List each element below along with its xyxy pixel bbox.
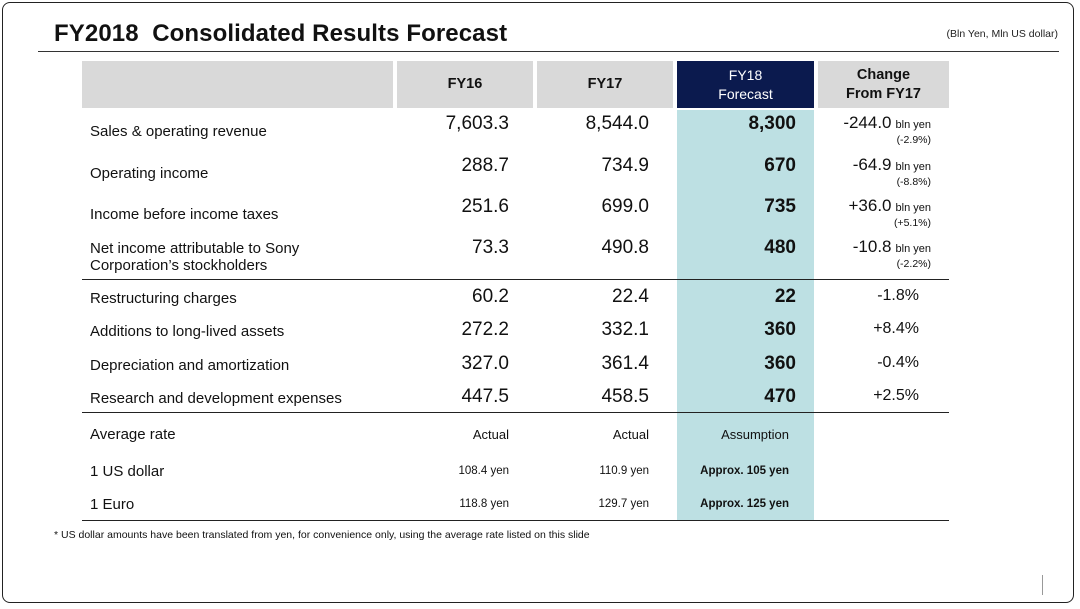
table-row: Income before income taxes 251.6 699.0 7…	[82, 196, 949, 236]
row-label: Research and development expenses	[90, 390, 342, 407]
title-divider	[38, 51, 1059, 52]
fy18-rate: Approx. 105 yen	[700, 465, 789, 477]
change-value: +36.0	[848, 196, 892, 215]
table-row: Net income attributable to Sony Corporat…	[82, 237, 949, 277]
fy17-value: 22.4	[612, 286, 649, 307]
fy17-value: 8,544.0	[585, 113, 649, 134]
change-unit: bln yen	[895, 119, 931, 131]
fy17-value: 699.0	[601, 196, 649, 217]
fy18-rate: Approx. 125 yen	[700, 498, 789, 510]
fy16-value: 60.2	[472, 286, 509, 307]
fy16-rate: 118.8 yen	[459, 498, 509, 510]
fy16-rate: 108.4 yen	[458, 465, 509, 477]
fy16-value: 447.5	[461, 386, 509, 407]
header-blank-cell	[82, 61, 393, 108]
row-label: Average rate	[90, 426, 176, 443]
fy17-basis: Actual	[612, 427, 649, 442]
fy17-rate: 110.9 yen	[599, 465, 649, 477]
fy17-value: 458.5	[601, 386, 649, 407]
corner-mark	[1042, 575, 1043, 595]
fy17-value: 490.8	[601, 237, 649, 258]
table-row: Sales & operating revenue 7,603.3 8,544.…	[82, 113, 949, 153]
fy17-value: 734.9	[601, 155, 649, 176]
fy18-value: 670	[764, 155, 796, 176]
page-title: FY2018 Consolidated Results Forecast	[54, 20, 508, 47]
fy18-value: 735	[764, 196, 796, 217]
fy16-basis: Actual	[472, 427, 509, 442]
row-label: Sales & operating revenue	[90, 123, 267, 140]
fy18-value: 8,300	[748, 113, 796, 134]
forecast-column-highlight	[677, 110, 814, 520]
footnote: * US dollar amounts have been translated…	[54, 529, 590, 541]
change-unit: bln yen	[895, 243, 931, 255]
header-fy16: FY16	[397, 61, 533, 108]
change-value: -244.0	[843, 113, 892, 132]
fy16-value: 7,603.3	[445, 113, 509, 134]
change-cell: -64.9 bln yen (-8.8%)	[853, 155, 931, 188]
change-value: -64.9	[852, 155, 892, 174]
change-value: +8.4%	[873, 320, 919, 337]
change-percent: (+5.1%)	[893, 217, 931, 229]
table-row: Research and development expenses 447.5 …	[82, 386, 949, 416]
change-percent: (-2.2%)	[896, 258, 931, 270]
fy16-value: 73.3	[472, 237, 509, 258]
fy18-basis: Assumption	[721, 427, 789, 442]
change-percent: (-2.9%)	[896, 134, 931, 146]
section-divider	[82, 279, 949, 280]
row-label: 1 Euro	[90, 496, 135, 513]
fy16-value: 251.6	[461, 196, 509, 217]
change-value: +2.5%	[873, 387, 919, 404]
rate-header-row: Average rate Actual Actual Assumption	[82, 423, 949, 447]
units-note: (Bln Yen, Mln US dollar)	[946, 28, 1058, 40]
change-unit: bln yen	[895, 202, 931, 214]
table-row: Restructuring charges 60.2 22.4 22 -1.8%	[82, 286, 949, 316]
change-value: -10.8	[852, 237, 892, 256]
table-row: Additions to long-lived assets 272.2 332…	[82, 319, 949, 349]
row-label: Net income attributable to Sony Corporat…	[90, 240, 300, 274]
fy17-value: 361.4	[601, 353, 649, 374]
change-unit: bln yen	[895, 161, 931, 173]
fy17-rate: 129.7 yen	[598, 498, 649, 510]
change-cell: -244.0 bln yen (-2.9%)	[843, 113, 931, 146]
slide-frame	[2, 2, 1074, 603]
change-cell: -10.8 bln yen (-2.2%)	[853, 237, 931, 270]
change-value: -1.8%	[877, 287, 919, 304]
row-label: Operating income	[90, 165, 209, 182]
fy18-value: 480	[764, 237, 796, 258]
table-bottom-rule	[82, 520, 949, 521]
fy18-value: 470	[764, 386, 796, 407]
table-row: Depreciation and amortization 327.0 361.…	[82, 353, 949, 383]
fy18-value: 22	[774, 286, 796, 307]
header-fy17: FY17	[537, 61, 673, 108]
change-cell: +36.0 bln yen (+5.1%)	[849, 196, 932, 229]
change-value: -0.4%	[877, 354, 919, 371]
table-row: Operating income 288.7 734.9 670 -64.9 bl…	[82, 155, 949, 195]
row-label: Additions to long-lived assets	[90, 323, 285, 340]
row-label: 1 US dollar	[90, 463, 165, 480]
row-label: Restructuring charges	[90, 290, 237, 307]
fy18-value: 360	[764, 353, 796, 374]
row-label: Income before income taxes	[90, 206, 279, 223]
fy16-value: 327.0	[461, 353, 509, 374]
header-fy18-forecast: FY18 Forecast	[677, 61, 814, 108]
fy17-value: 332.1	[601, 319, 649, 340]
row-label: Depreciation and amortization	[90, 357, 290, 374]
fy16-value: 272.2	[461, 319, 509, 340]
fy18-value: 360	[764, 319, 796, 340]
rate-row: 1 US dollar 108.4 yen 110.9 yen Approx. …	[82, 460, 949, 484]
fy16-value: 288.7	[461, 155, 509, 176]
section-divider	[82, 412, 949, 413]
change-percent: (-8.8%)	[896, 176, 931, 188]
rate-row: 1 Euro 118.8 yen 129.7 yen Approx. 125 y…	[82, 493, 949, 517]
header-change: Change From FY17	[818, 61, 949, 108]
